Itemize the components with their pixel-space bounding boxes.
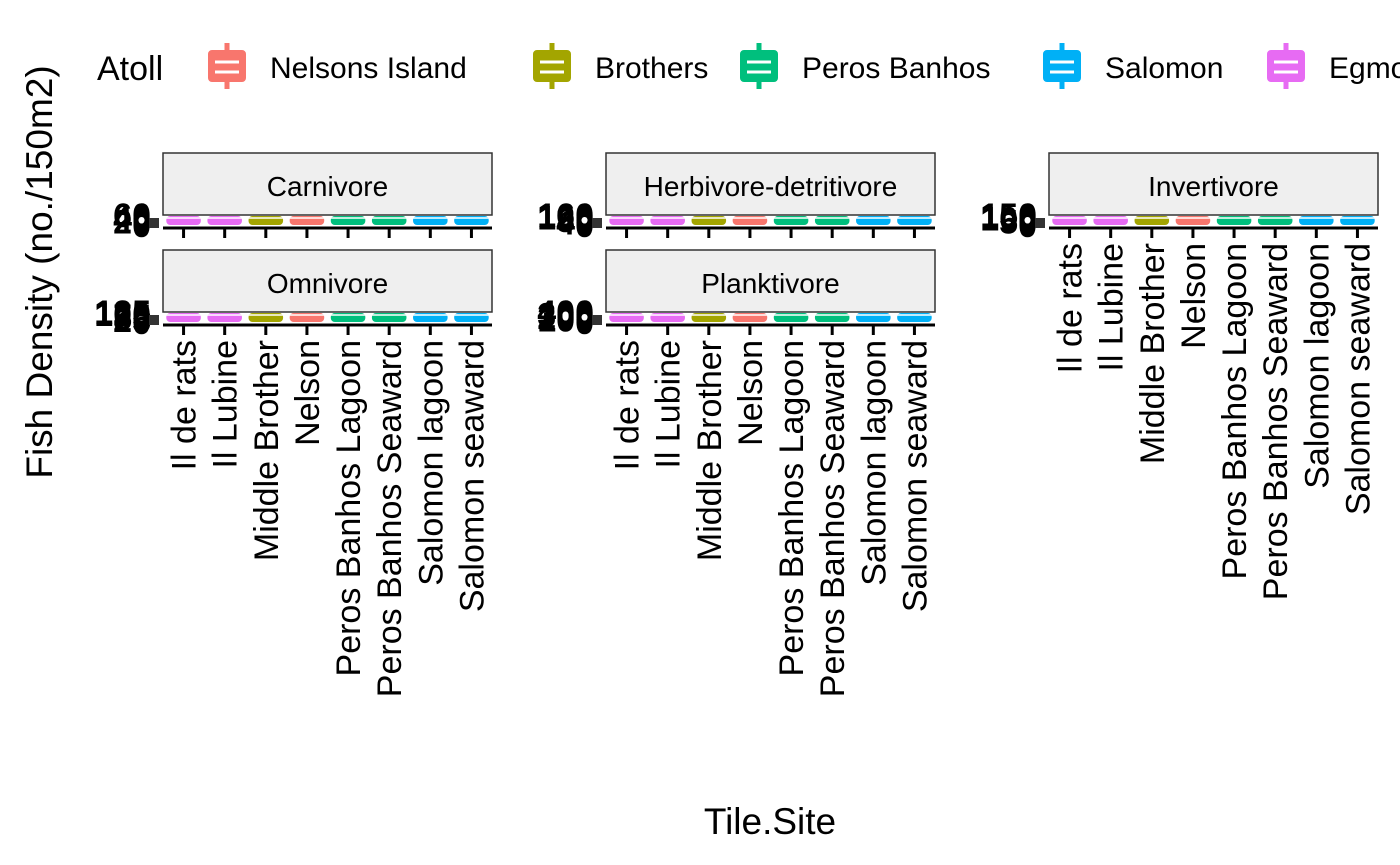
legend-item-salomon: Salomon xyxy=(1043,43,1223,89)
x-tick-label: Salomon seaward xyxy=(1339,243,1377,515)
facet-strip xyxy=(605,249,936,313)
x-tick-label: Peros Banhos Seaward xyxy=(1257,243,1295,600)
facet-strip-label: Herbivore-detritivore xyxy=(644,171,898,202)
legend-label: Salomon xyxy=(1105,52,1223,85)
y-tick-mark xyxy=(592,315,602,325)
legend-key-peros-banhos xyxy=(740,43,778,89)
legend-item-nelsons-island: Nelsons Island xyxy=(208,43,467,89)
y-tick-label: 40 xyxy=(113,200,151,238)
y-tick-mark xyxy=(149,218,159,228)
y-tick-label: 0 xyxy=(132,304,151,342)
y-tick-label: 0 xyxy=(132,207,151,245)
x-tick-label: Peros Banhos Seaward xyxy=(371,340,409,697)
y-tick-label: 100 xyxy=(980,200,1037,238)
facet-strip xyxy=(1048,152,1379,216)
x-tick-label: Salomon seaward xyxy=(453,340,491,612)
x-tick-label: Salomon seaward xyxy=(896,340,934,612)
y-tick-label: 0 xyxy=(575,304,594,342)
facet-strip-label: Invertivore xyxy=(1148,171,1279,202)
y-tick-label: 50 xyxy=(113,300,151,338)
x-tick-label: Il Lubine xyxy=(207,340,245,469)
x-tick-label: Nelson xyxy=(289,340,327,446)
y-tick-label: 150 xyxy=(980,197,1037,235)
y-tick-label: 60 xyxy=(113,197,151,235)
y-tick-label: 100 xyxy=(94,296,151,334)
y-tick-label: 160 xyxy=(537,197,594,235)
facet-strip-label: Planktivore xyxy=(701,268,840,299)
x-tick-label: Salomon lagoon xyxy=(1298,243,1336,489)
y-tick-mark xyxy=(1035,218,1045,228)
legend-key-salomon xyxy=(1043,43,1081,89)
legend-key-brothers xyxy=(533,43,571,89)
legend-item-peros-banhos: Peros Banhos xyxy=(740,43,990,89)
y-tick-label: 400 xyxy=(537,294,594,332)
facet-strip xyxy=(162,249,493,313)
x-tick-label: Nelson xyxy=(1175,243,1213,349)
legend-label: Peros Banhos xyxy=(802,52,990,85)
x-tick-labels: Il de rats Il Lubine Middle Brother Nelson P… xyxy=(166,243,1378,697)
x-tick-label: Nelson xyxy=(732,340,770,446)
y-tick-mark xyxy=(592,218,602,228)
x-tick-label: Peros Banhos Lagoon xyxy=(1216,243,1254,579)
x-tick-label: Peros Banhos Lagoon xyxy=(773,340,811,676)
facet-strip xyxy=(162,152,493,216)
x-tick-label: Il Lubine xyxy=(650,340,688,469)
x-axis-title: Tile.Site xyxy=(704,801,836,842)
x-tick-label: Middle Brother xyxy=(248,340,286,561)
facet-strip-label: Omnivore xyxy=(267,268,388,299)
x-tick-label: Il de rats xyxy=(1052,243,1090,373)
x-tick-label: Il de rats xyxy=(166,340,204,470)
y-tick-label: 100 xyxy=(537,302,594,340)
y-tick-label: 20 xyxy=(113,204,151,242)
x-tick-label: Salomon lagoon xyxy=(412,340,450,586)
y-tick-label: 40 xyxy=(556,205,594,243)
x-tick-label: Middle Brother xyxy=(691,340,729,561)
facet-strip xyxy=(605,152,936,216)
legend-key-egmo xyxy=(1267,43,1305,89)
x-tick-labels-column-1: Il de rats Il Lubine Middle Brother Nelson P… xyxy=(166,340,492,697)
x-tick-label: Peros Banhos Lagoon xyxy=(330,340,368,676)
y-tick-mark xyxy=(149,315,159,325)
x-tick-labels-column-3: Il de rats Il Lubine Middle Brother Nelson P… xyxy=(1052,243,1378,600)
facet-panels: Carnivore0204060Herbivore-detritivore040… xyxy=(94,152,1379,342)
y-tick-label: 125 xyxy=(94,294,151,332)
x-tick-labels-column-2: Il de rats Il Lubine Middle Brother Nelson P… xyxy=(609,340,935,697)
y-tick-label: 0 xyxy=(575,207,594,245)
y-tick-label: 0 xyxy=(1018,207,1037,245)
x-tick-label: Il de rats xyxy=(609,340,647,470)
legend-key-nelsons-island xyxy=(208,43,246,89)
legend: Atoll Nelsons Island Brothers Peros Banhos… xyxy=(97,43,1400,89)
legend-item-egmo: Egmo xyxy=(1267,43,1400,89)
y-tick-label: 300 xyxy=(537,297,594,335)
legend-title: Atoll xyxy=(97,50,163,88)
y-tick-label: 80 xyxy=(556,202,594,240)
facet-strip-label: Carnivore xyxy=(267,171,388,202)
y-tick-label: 50 xyxy=(999,204,1037,242)
legend-label: Brothers xyxy=(595,52,708,85)
x-tick-label: Salomon lagoon xyxy=(855,340,893,586)
y-tick-label: 120 xyxy=(537,200,594,238)
x-tick-label: Middle Brother xyxy=(1134,243,1172,464)
y-axis-title: Fish Density (no./150m2) xyxy=(19,65,60,478)
y-tick-label: 75 xyxy=(113,298,151,336)
legend-label: Egmo xyxy=(1329,52,1400,85)
y-tick-label: 200 xyxy=(537,299,594,337)
x-tick-label: Il Lubine xyxy=(1093,243,1131,372)
legend-item-brothers: Brothers xyxy=(533,43,708,89)
y-tick-label: 25 xyxy=(113,302,151,340)
legend-label: Nelsons Island xyxy=(270,52,467,85)
x-tick-label: Peros Banhos Seaward xyxy=(814,340,852,697)
